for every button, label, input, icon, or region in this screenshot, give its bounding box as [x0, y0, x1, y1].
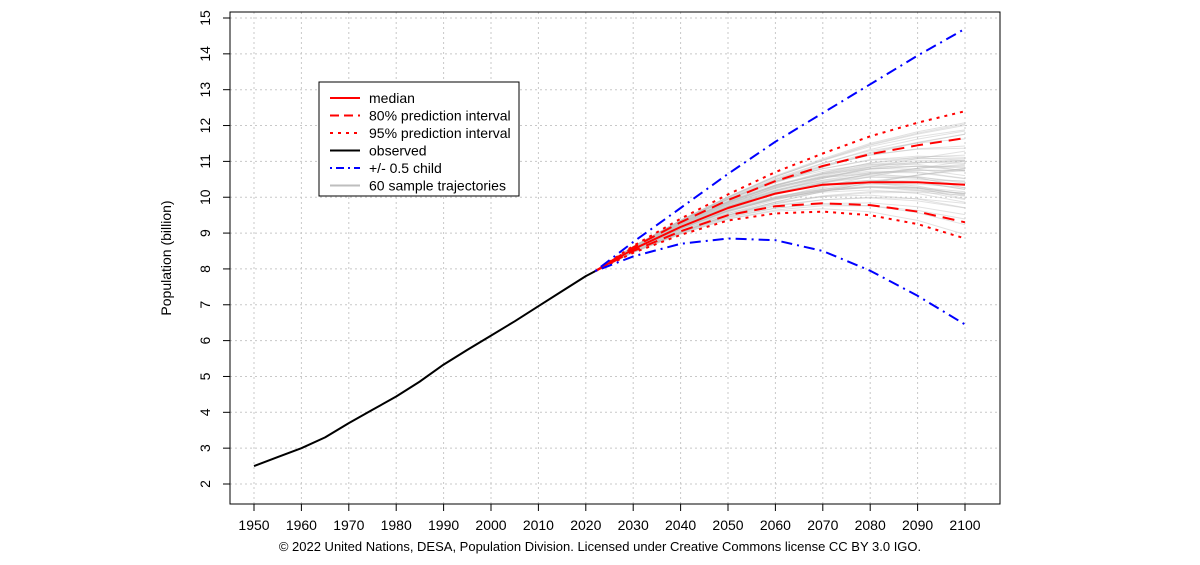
- y-tick-label: 8: [197, 265, 213, 273]
- series-line-80-prediction-interval-lower-: [594, 202, 966, 272]
- sample-trajectory: [595, 208, 966, 272]
- sample-trajectory: [595, 205, 966, 272]
- x-tick-label: 1990: [428, 517, 459, 533]
- sample-trajectory: [595, 196, 966, 272]
- x-tick-label: 2000: [475, 517, 506, 533]
- x-tick-label: 2010: [523, 517, 554, 533]
- y-tick-label: 9: [197, 229, 213, 237]
- x-tick-label: 2040: [665, 517, 696, 533]
- sample-trajectory: [595, 138, 966, 272]
- x-tick-label: 1950: [238, 517, 269, 533]
- y-tick-label: 2: [197, 480, 213, 488]
- sample-trajectory: [595, 186, 966, 272]
- sample-trajectory: [595, 167, 966, 272]
- sample-trajectory: [595, 202, 966, 272]
- legend-label: 80% prediction interval: [369, 108, 511, 124]
- x-tick-label: 2080: [855, 517, 886, 533]
- y-tick-label: 4: [197, 408, 213, 416]
- x-tick-label: 1970: [333, 517, 364, 533]
- series-line-observed: [253, 270, 596, 468]
- series-line-80-prediction-interval-upper-: [594, 137, 966, 272]
- x-tick-label: 2100: [949, 517, 980, 533]
- y-tick-label: 14: [197, 46, 213, 62]
- y-axis: 2 3 4 5 6 7 8 9 10 11 12 13 14 15: [197, 10, 230, 488]
- sample-trajectory: [595, 174, 966, 272]
- x-tick-label: 2070: [807, 517, 838, 533]
- sample-trajectory: [595, 129, 966, 272]
- y-tick-label: 15: [197, 10, 213, 26]
- series-line--0-5-child-lower-: [594, 237, 966, 326]
- sample-trajectory: [595, 161, 966, 272]
- sample-trajectory: [595, 186, 966, 272]
- sample-trajectory: [595, 186, 966, 272]
- sample-trajectory: [595, 165, 966, 272]
- sample-trajectory: [595, 168, 966, 272]
- y-tick-label: 3: [197, 444, 213, 452]
- legend-box: [318, 81, 520, 197]
- y-tick-label: 13: [197, 82, 213, 98]
- y-tick-label: 11: [197, 154, 213, 169]
- x-axis: 1950 1960 1970 1980 1990 2000 2010 2020 2030 2040…: [238, 504, 981, 533]
- y-tick-label: 10: [197, 189, 213, 205]
- sample-trajectory: [595, 176, 966, 272]
- x-tick-label: 2050: [712, 517, 743, 533]
- copyright-notice: © 2022 United Nations, DESA, Population …: [278, 539, 922, 554]
- x-tick-label: 1960: [286, 517, 317, 533]
- series-line--0-5-child-upper-: [594, 27, 966, 272]
- sample-trajectory: [595, 179, 966, 272]
- grid-lines: [230, 12, 1000, 504]
- y-axis-title: Population (billion): [158, 200, 174, 315]
- x-tick-label: 2020: [570, 517, 601, 533]
- legend-label: median: [369, 90, 415, 106]
- sample-trajectory: [595, 197, 966, 272]
- series-line-median: [594, 181, 966, 272]
- x-tick-label: 2090: [902, 517, 933, 533]
- x-tick-label: 1980: [381, 517, 412, 533]
- x-tick-label: 2060: [760, 517, 791, 533]
- sample-trajectory: [595, 191, 966, 272]
- plot-frame: [229, 11, 1001, 505]
- sample-trajectory: [595, 161, 966, 272]
- y-tick-label: 5: [197, 372, 213, 380]
- legend-label: 60 sample trajectories: [369, 178, 506, 194]
- y-tick-label: 6: [197, 337, 213, 345]
- sample-trajectory: [595, 183, 966, 272]
- y-tick-label: 7: [197, 301, 213, 309]
- sample-trajectory: [595, 165, 966, 272]
- legend-label: observed: [369, 143, 427, 159]
- legend-label: 95% prediction interval: [369, 125, 511, 141]
- y-tick-label: 12: [197, 118, 213, 134]
- sample-trajectory: [595, 122, 966, 272]
- series-lines: [253, 27, 966, 468]
- series-line-95-prediction-interval-lower-: [594, 210, 966, 273]
- legend-label: +/- 0.5 child: [369, 160, 442, 176]
- x-tick-label: 2030: [618, 517, 649, 533]
